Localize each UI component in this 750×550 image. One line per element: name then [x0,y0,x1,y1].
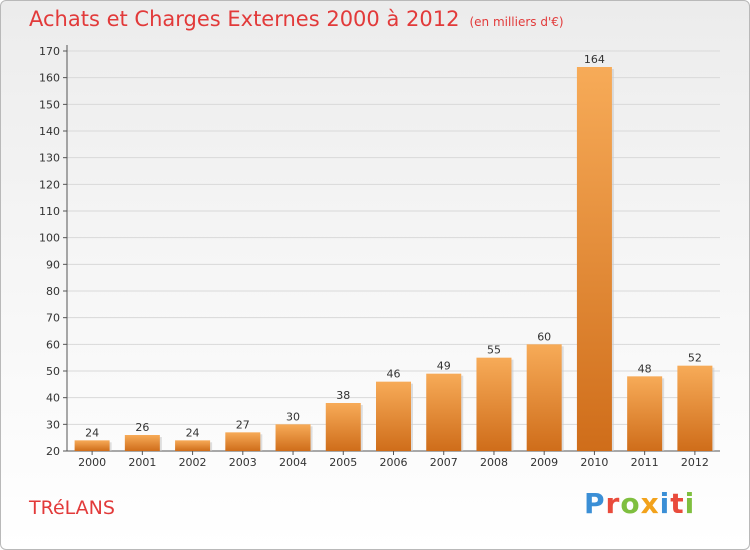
proxiti-logo[interactable]: Proxiti [584,487,696,520]
bar-2005 [325,403,361,451]
x-tick-label-2012: 2012 [681,456,709,469]
data-label-2009: 60 [537,330,551,343]
data-label-2008: 55 [487,344,501,357]
x-tick-label-2011: 2011 [631,456,659,469]
bar-2000 [74,440,110,451]
y-tick-label: 140 [39,125,60,138]
x-tick-label-2003: 2003 [229,456,257,469]
bar-2002 [175,440,211,451]
bar-2009 [526,344,562,451]
data-label-2007: 49 [437,360,451,373]
x-tick-label-2005: 2005 [329,456,357,469]
x-tick-labels: 2000 2001 2002 2003 2004 2005 2006 2007 2008 2009… [78,456,709,469]
data-label-2006: 46 [387,368,401,381]
bar-2012 [677,365,713,451]
x-tick-label-2002: 2002 [179,456,207,469]
bar-2004 [275,424,311,451]
chart-title: Achats et Charges Externes 2000 à 2012 (e… [29,7,564,31]
y-tick-label: 100 [39,232,60,245]
x-tick-label-2000: 2000 [78,456,106,469]
data-label-2001: 26 [135,421,149,434]
data-label-2000: 24 [85,426,99,439]
y-tick-labels: 20 30 40 50 60 70 80 90 100 110 120 130 140 150 160 170 [39,45,60,458]
y-tick-label: 150 [39,98,60,111]
y-tick-label: 60 [46,338,60,351]
y-tick-label: 40 [46,392,60,405]
commune-name: TRéLANS [29,497,115,519]
y-tick-label: 120 [39,178,60,191]
x-tick-label-2006: 2006 [380,456,408,469]
data-label-2011: 48 [638,362,652,375]
y-tick-label: 110 [39,205,60,218]
bar-2006 [376,381,411,451]
data-label-2004: 30 [286,410,300,423]
data-label-2002: 24 [186,426,200,439]
chart-unit: (en milliers d'€) [469,15,564,29]
data-label-2005: 38 [336,389,350,402]
data-label-2010: 164 [584,53,605,66]
bar-2011 [627,376,663,451]
y-tick-label: 130 [39,152,60,165]
x-tick-label-2009: 2009 [530,456,558,469]
y-tick-label: 160 [39,72,60,85]
y-tick-label: 170 [39,45,60,58]
x-tick-label-2008: 2008 [480,456,508,469]
bar-2001 [124,435,160,451]
bar-2008 [476,357,512,451]
x-tick-label-2007: 2007 [430,456,458,469]
bar-2010 [576,67,612,451]
y-tick-label: 90 [46,258,60,271]
x-tick-label-2010: 2010 [580,456,608,469]
y-tick-label: 80 [46,285,60,298]
y-tick-label: 20 [46,445,60,458]
y-tick-label: 50 [46,365,60,378]
x-tick-label-2004: 2004 [279,456,307,469]
data-labels: 24 26 24 27 30 38 46 49 55 60 164 48 52 [85,53,702,439]
data-label-2012: 52 [688,352,702,365]
x-tick-label-2001: 2001 [128,456,156,469]
y-tick-label: 70 [46,312,60,325]
bar-2007 [426,373,462,451]
y-tick-label: 30 [46,418,60,431]
data-label-2003: 27 [236,418,250,431]
bar-2003 [225,432,261,451]
chart-title-text: Achats et Charges Externes 2000 à 2012 [29,7,460,31]
bars [74,67,715,451]
